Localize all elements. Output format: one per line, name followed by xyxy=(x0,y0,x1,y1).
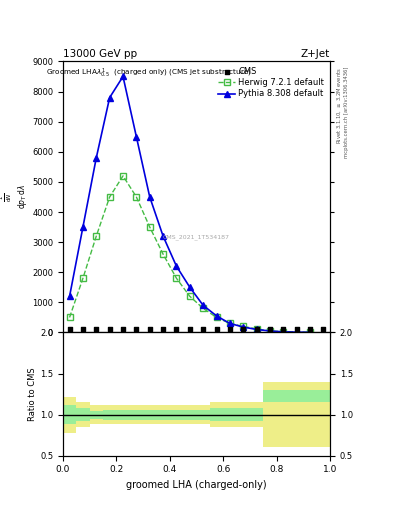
Pythia 8.308 default xyxy=(134,134,139,140)
CMS xyxy=(307,325,313,333)
Herwig 7.2.1 default xyxy=(281,329,286,335)
Herwig 7.2.1 default xyxy=(161,251,165,257)
Herwig 7.2.1 default xyxy=(308,329,312,335)
CMS xyxy=(227,325,233,333)
Text: mcplots.cern.ch [arXiv:1306.3436]: mcplots.cern.ch [arXiv:1306.3436] xyxy=(344,67,349,158)
X-axis label: groomed LHA (charged-only): groomed LHA (charged-only) xyxy=(126,480,267,490)
CMS xyxy=(320,325,327,333)
Herwig 7.2.1 default xyxy=(187,293,192,300)
Pythia 8.308 default xyxy=(281,329,286,335)
CMS xyxy=(213,325,220,333)
Herwig 7.2.1 default xyxy=(147,224,152,230)
Text: Rivet 3.1.10, $\geq$ 3.2M events: Rivet 3.1.10, $\geq$ 3.2M events xyxy=(336,67,343,143)
Herwig 7.2.1 default xyxy=(121,173,125,179)
Herwig 7.2.1 default xyxy=(94,233,99,239)
Y-axis label: $\frac{1}{\mathrm{d}N}$
$\mathrm{d}p_T\,\mathrm{d}\lambda$: $\frac{1}{\mathrm{d}N}$ $\mathrm{d}p_T\,… xyxy=(0,184,29,209)
Pythia 8.308 default xyxy=(121,73,125,79)
Pythia 8.308 default xyxy=(94,155,99,161)
Pythia 8.308 default xyxy=(254,326,259,332)
Pythia 8.308 default xyxy=(174,263,179,269)
Text: Z+Jet: Z+Jet xyxy=(301,49,330,59)
CMS xyxy=(280,325,286,333)
Herwig 7.2.1 default xyxy=(81,275,85,282)
Y-axis label: Ratio to CMS: Ratio to CMS xyxy=(28,367,37,421)
CMS xyxy=(93,325,99,333)
Herwig 7.2.1 default xyxy=(174,275,179,282)
Herwig 7.2.1 default xyxy=(201,305,206,311)
CMS xyxy=(160,325,166,333)
Pythia 8.308 default xyxy=(147,194,152,200)
CMS xyxy=(253,325,260,333)
CMS xyxy=(147,325,153,333)
Line: Pythia 8.308 default: Pythia 8.308 default xyxy=(66,73,313,335)
CMS xyxy=(200,325,206,333)
Text: 13000 GeV pp: 13000 GeV pp xyxy=(63,49,137,59)
CMS xyxy=(187,325,193,333)
CMS xyxy=(267,325,273,333)
Herwig 7.2.1 default xyxy=(228,321,232,327)
CMS xyxy=(66,325,73,333)
Pythia 8.308 default xyxy=(187,284,192,290)
CMS xyxy=(107,325,113,333)
Herwig 7.2.1 default xyxy=(107,194,112,200)
Pythia 8.308 default xyxy=(81,224,85,230)
Line: Herwig 7.2.1 default: Herwig 7.2.1 default xyxy=(67,173,313,335)
Pythia 8.308 default xyxy=(214,313,219,319)
Text: Groomed LHA$\lambda^{1}_{0.5}$  (charged only) (CMS jet substructure): Groomed LHA$\lambda^{1}_{0.5}$ (charged … xyxy=(46,67,251,80)
Pythia 8.308 default xyxy=(107,95,112,101)
CMS xyxy=(240,325,246,333)
Herwig 7.2.1 default xyxy=(214,314,219,321)
Pythia 8.308 default xyxy=(161,233,165,239)
Herwig 7.2.1 default xyxy=(67,314,72,321)
Herwig 7.2.1 default xyxy=(241,324,246,330)
Herwig 7.2.1 default xyxy=(254,326,259,332)
CMS xyxy=(294,325,300,333)
Pythia 8.308 default xyxy=(308,329,312,335)
CMS xyxy=(120,325,126,333)
CMS xyxy=(173,325,180,333)
Legend: CMS, Herwig 7.2.1 default, Pythia 8.308 default: CMS, Herwig 7.2.1 default, Pythia 8.308 … xyxy=(217,66,326,100)
Herwig 7.2.1 default xyxy=(134,194,139,200)
Text: CMS_2021_1T534187: CMS_2021_1T534187 xyxy=(163,235,230,241)
Pythia 8.308 default xyxy=(228,321,232,327)
Pythia 8.308 default xyxy=(67,293,72,300)
Pythia 8.308 default xyxy=(241,324,246,330)
Pythia 8.308 default xyxy=(201,302,206,308)
Herwig 7.2.1 default xyxy=(268,328,272,334)
CMS xyxy=(80,325,86,333)
CMS xyxy=(133,325,140,333)
Pythia 8.308 default xyxy=(268,328,272,334)
